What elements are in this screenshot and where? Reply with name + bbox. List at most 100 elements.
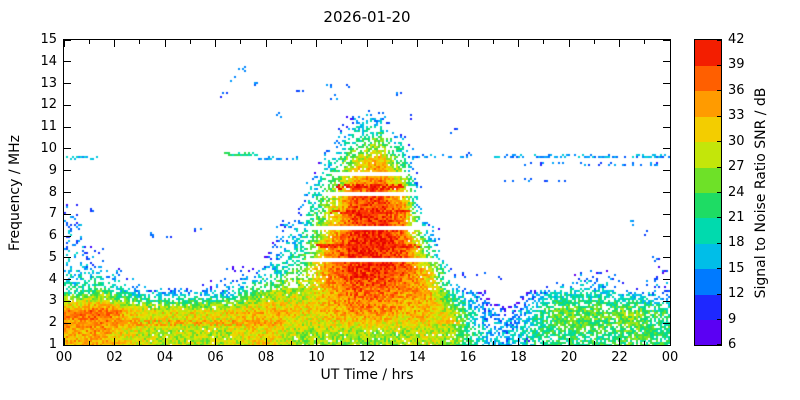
x-tick <box>467 40 469 47</box>
x-tick <box>164 338 166 345</box>
x-tick <box>417 40 418 47</box>
y-tick <box>663 104 670 106</box>
x-minor-tick <box>492 40 494 44</box>
x-minor-tick <box>240 40 242 44</box>
x-tick <box>518 40 519 47</box>
y-axis-label-text: Frequency / MHz <box>7 134 23 251</box>
y-tick <box>64 300 71 302</box>
x-tick <box>114 40 115 47</box>
colorbar <box>694 39 722 346</box>
colorbar-tick-label: 39 <box>728 57 745 73</box>
x-tick <box>63 338 65 345</box>
x-minor-tick <box>88 40 90 44</box>
colorbar-tick-label: 30 <box>728 133 745 149</box>
colorbar-tick <box>717 115 721 117</box>
x-tick <box>215 40 216 47</box>
x-tick <box>619 338 620 345</box>
colorbar-tick <box>717 64 721 66</box>
spectrogram-canvas <box>64 40 670 345</box>
x-tick-label: 12 <box>358 350 376 365</box>
y-tick-label: 12 <box>40 97 57 113</box>
colorbar-tick-label: 36 <box>728 82 745 98</box>
x-minor-tick <box>593 341 595 345</box>
x-tick <box>316 338 317 345</box>
y-tick <box>663 39 670 41</box>
x-tick <box>366 338 368 345</box>
y-tick-label: 11 <box>40 119 57 135</box>
y-tick-label: 15 <box>40 32 57 47</box>
colorbar-tick-label: 27 <box>728 159 745 175</box>
plot-area <box>63 39 671 346</box>
y-tick-label: 1 <box>48 337 57 352</box>
x-tick <box>568 40 570 47</box>
x-minor-tick <box>644 40 646 44</box>
x-tick-label: 18 <box>510 350 527 365</box>
y-tick-label: 3 <box>48 293 57 309</box>
colorbar-tick-label: 24 <box>728 184 745 200</box>
x-minor-tick <box>88 341 90 345</box>
colorbar-tick <box>717 192 721 193</box>
y-tick-label: 10 <box>40 140 57 156</box>
x-tick-label: 16 <box>459 350 477 365</box>
y-tick <box>663 322 670 324</box>
x-minor-tick <box>492 341 494 345</box>
x-minor-tick <box>290 341 292 345</box>
colorbar-segment <box>695 167 721 193</box>
x-tick <box>467 338 469 345</box>
colorbar-tick <box>717 141 721 143</box>
colorbar-tick <box>717 40 721 41</box>
colorbar-tick <box>717 242 721 244</box>
colorbar-label-text: Signal to Noise Ratio SNR / dB <box>753 87 769 298</box>
y-tick <box>64 83 71 85</box>
x-tick-label: 10 <box>308 350 325 365</box>
y-tick <box>64 39 71 41</box>
y-tick-label: 5 <box>48 249 57 265</box>
colorbar-segment <box>695 217 721 244</box>
x-axis-label: UT Time / hrs <box>320 367 414 383</box>
x-tick <box>265 338 267 345</box>
y-tick <box>64 170 71 172</box>
x-tick <box>316 40 317 47</box>
x-tick <box>619 40 620 47</box>
y-tick <box>663 126 670 128</box>
x-tick <box>518 338 519 345</box>
x-tick <box>63 40 65 47</box>
colorbar-segment <box>695 268 721 295</box>
x-minor-tick <box>189 341 191 345</box>
x-minor-tick <box>442 40 444 44</box>
x-minor-tick <box>543 341 545 345</box>
y-tick <box>64 104 71 106</box>
y-tick <box>663 235 670 237</box>
colorbar-tick <box>717 166 721 168</box>
colorbar-tick <box>717 319 721 321</box>
y-tick <box>64 192 71 193</box>
chart-title: 2026-01-20 <box>323 8 411 26</box>
x-minor-tick <box>391 40 393 44</box>
x-tick <box>114 338 115 345</box>
x-minor-tick <box>442 341 444 345</box>
x-tick-label: 20 <box>560 350 578 365</box>
x-minor-tick <box>139 40 141 44</box>
x-minor-tick <box>391 341 393 345</box>
colorbar-tick-label: 18 <box>728 235 745 251</box>
y-tick <box>663 300 670 302</box>
colorbar-tick <box>717 344 721 345</box>
y-tick-label: 7 <box>48 206 57 222</box>
y-tick <box>663 344 670 346</box>
x-minor-tick <box>593 40 595 44</box>
colorbar-segment <box>695 192 721 219</box>
x-minor-tick <box>341 40 343 44</box>
x-tick <box>265 40 267 47</box>
y-tick-label: 13 <box>40 75 57 91</box>
colorbar-tick-label: 9 <box>728 311 737 327</box>
x-minor-tick <box>543 40 545 44</box>
y-tick <box>64 322 71 324</box>
colorbar-tick <box>717 217 721 219</box>
x-tick <box>417 338 418 345</box>
colorbar-tick-label: 15 <box>728 260 745 276</box>
y-tick-label: 8 <box>48 184 57 200</box>
y-tick <box>64 213 71 215</box>
colorbar-tick <box>717 293 721 295</box>
colorbar-segment <box>695 319 721 346</box>
colorbar-segment <box>695 141 721 168</box>
